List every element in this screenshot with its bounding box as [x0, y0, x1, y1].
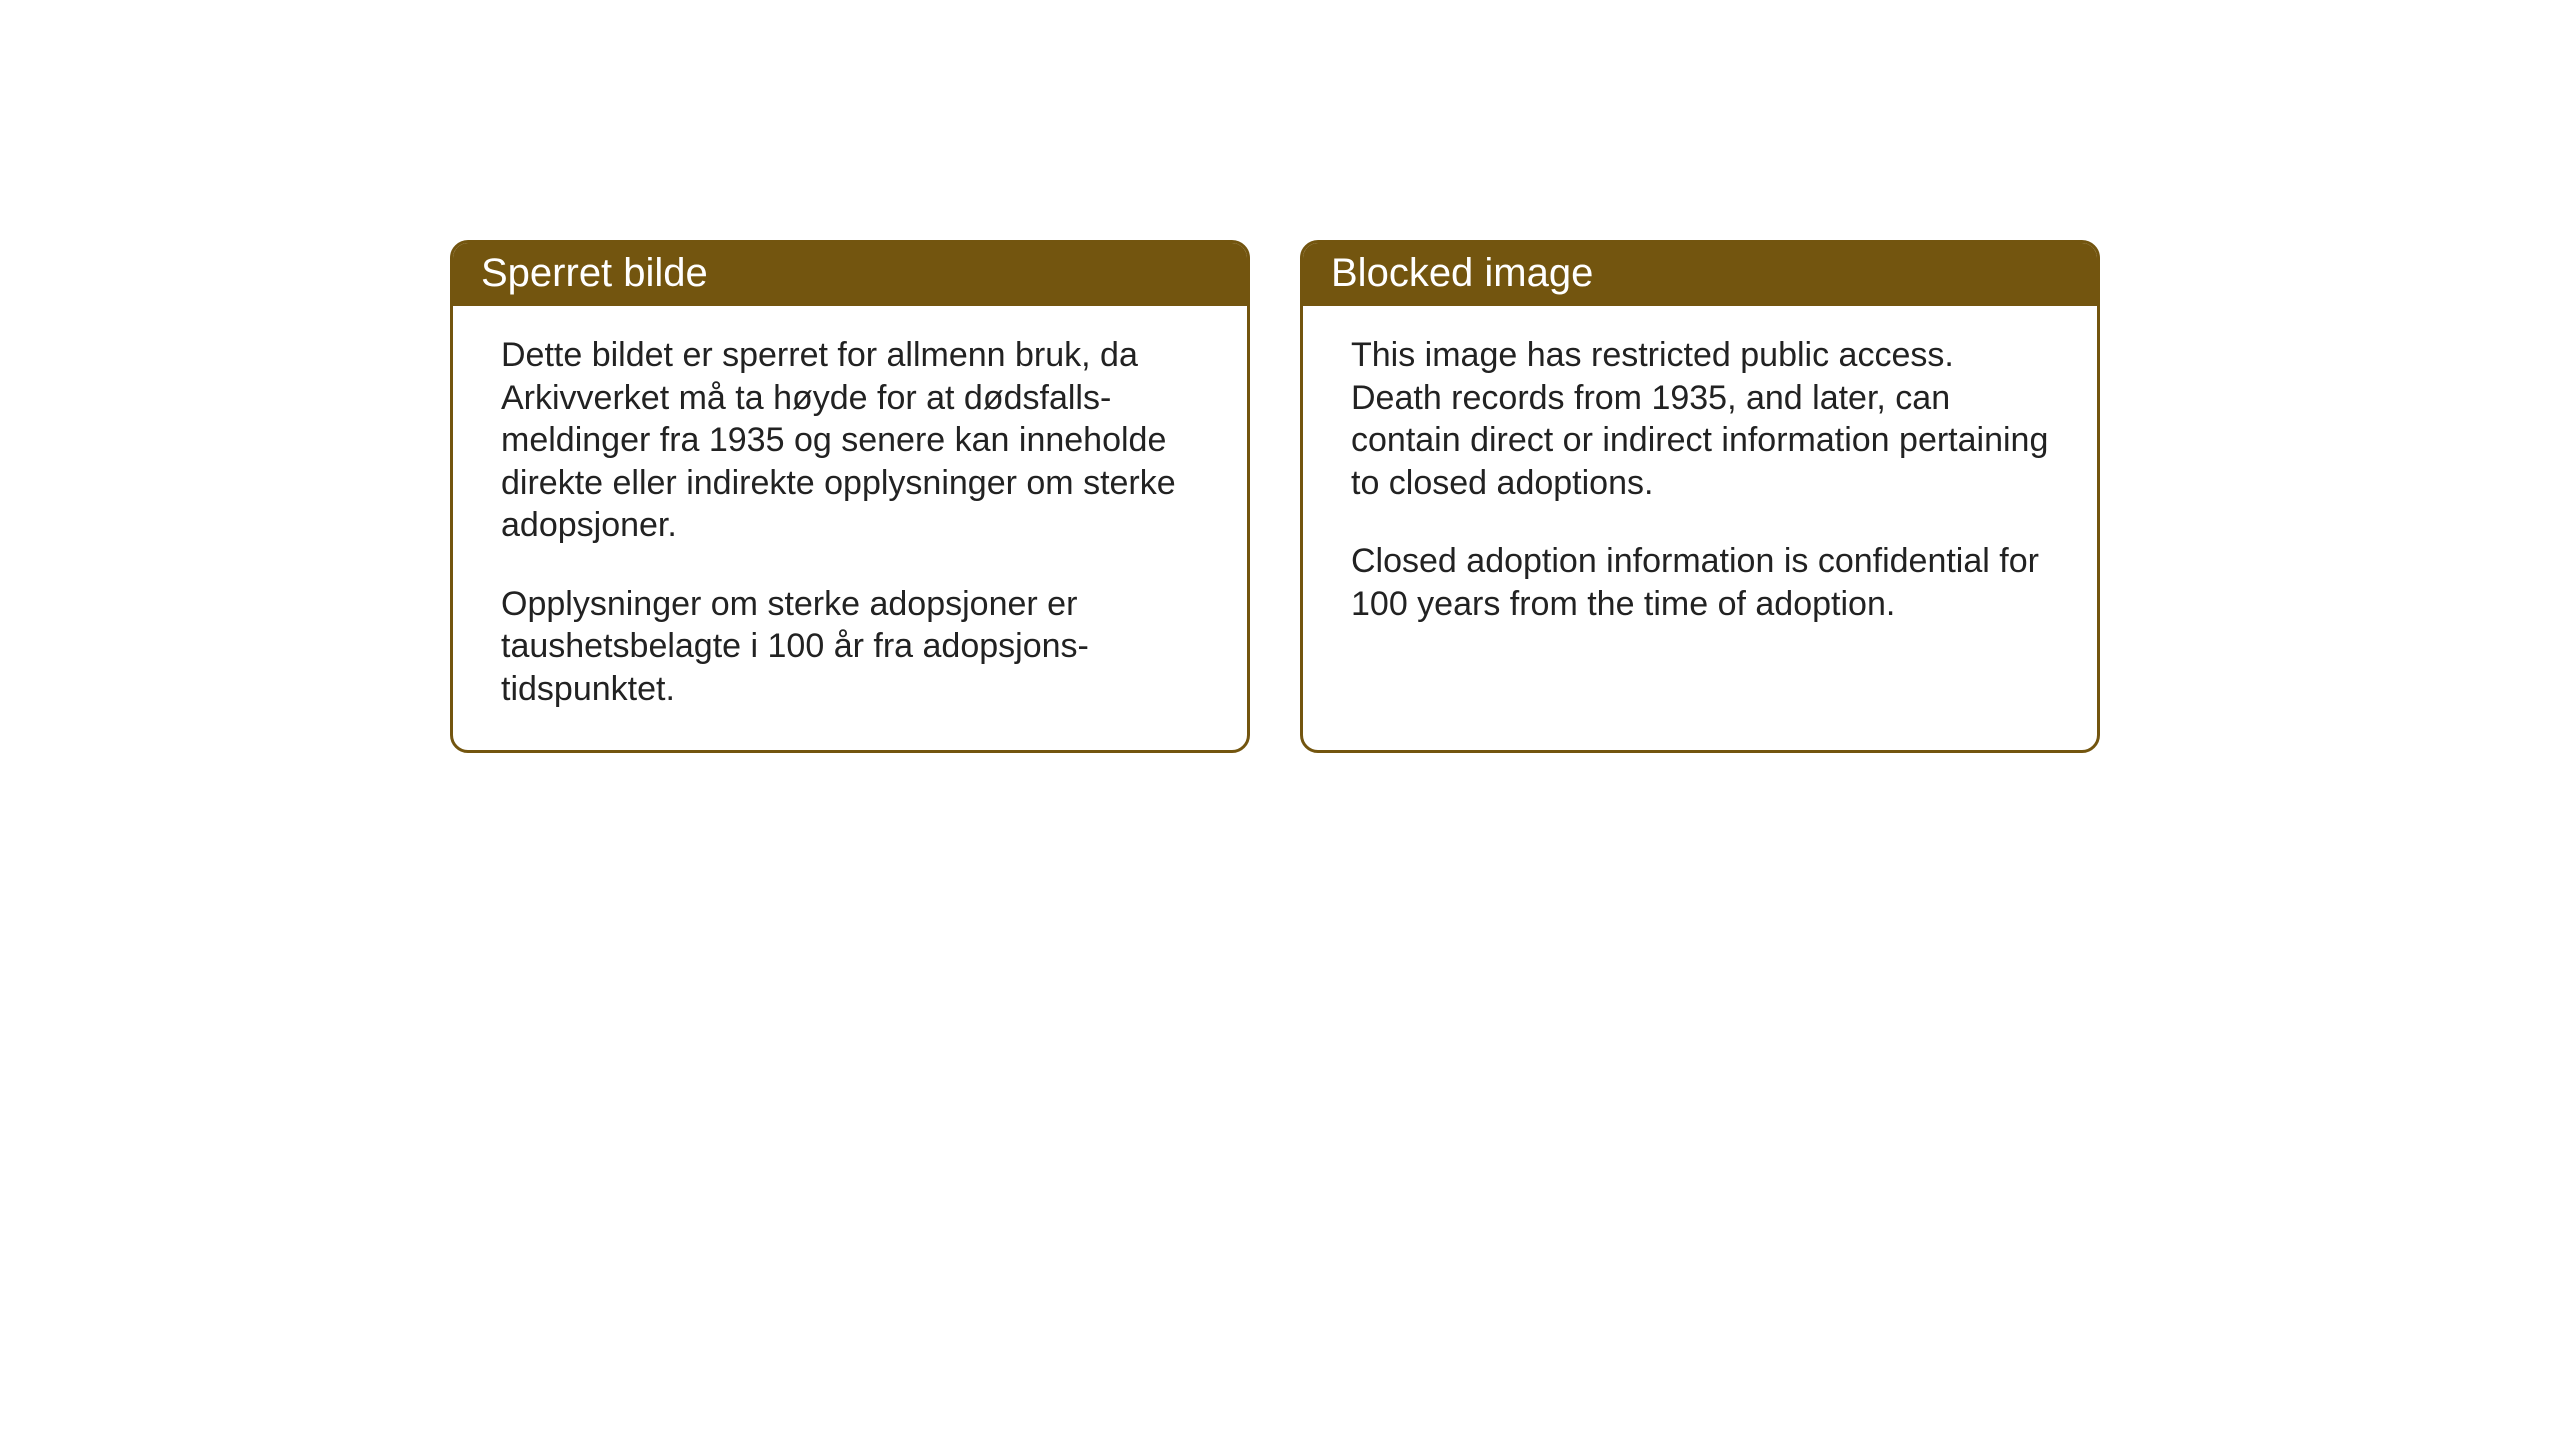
paragraph-norwegian-1: Dette bildet er sperret for allmenn bruk… [501, 334, 1199, 547]
card-header-english: Blocked image [1303, 243, 2097, 306]
card-header-norwegian: Sperret bilde [453, 243, 1247, 306]
paragraph-english-1: This image has restricted public access.… [1351, 334, 2049, 504]
notice-card-english: Blocked image This image has restricted … [1300, 240, 2100, 753]
card-body-english: This image has restricted public access.… [1303, 306, 2097, 706]
card-body-norwegian: Dette bildet er sperret for allmenn bruk… [453, 306, 1247, 750]
notice-container: Sperret bilde Dette bildet er sperret fo… [450, 240, 2100, 753]
notice-card-norwegian: Sperret bilde Dette bildet er sperret fo… [450, 240, 1250, 753]
paragraph-norwegian-2: Opplysninger om sterke adopsjoner er tau… [501, 583, 1199, 711]
paragraph-english-2: Closed adoption information is confident… [1351, 540, 2049, 625]
